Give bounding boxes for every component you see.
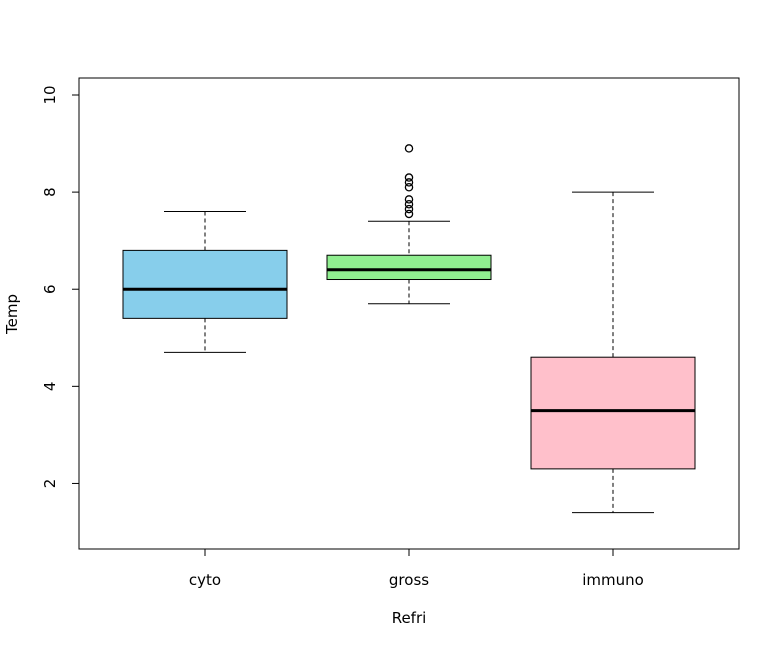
x-tick-label: cyto	[189, 571, 221, 589]
box-body	[530, 356, 696, 470]
outlier-point	[404, 195, 414, 204]
y-tick-label: 4	[41, 382, 59, 392]
y-tick-label: 10	[41, 85, 59, 104]
x-axis: cyto gross immuno	[189, 548, 644, 589]
x-axis-label: Refri	[392, 609, 427, 627]
outlier-point	[404, 183, 414, 192]
outlier-point	[404, 173, 414, 182]
y-tick-label: 6	[41, 284, 59, 294]
x-tick-label: gross	[389, 571, 429, 589]
outlier-point	[404, 144, 414, 153]
box-immuno	[530, 191, 696, 514]
y-axis: 2 4 6 8 10	[41, 85, 80, 489]
x-tick-label: immuno	[582, 571, 644, 589]
box-body	[122, 249, 288, 319]
outlier-point	[404, 199, 414, 209]
outlier-point	[404, 178, 414, 187]
boxes-layer	[122, 144, 696, 514]
box-body	[326, 254, 492, 281]
y-tick-label: 2	[41, 479, 59, 489]
y-tick-label: 8	[41, 187, 59, 197]
outlier-point	[404, 209, 414, 219]
y-axis-label: Temp	[3, 294, 21, 335]
box-gross	[326, 144, 492, 305]
box-cyto	[122, 211, 288, 353]
outlier-point	[404, 204, 414, 214]
